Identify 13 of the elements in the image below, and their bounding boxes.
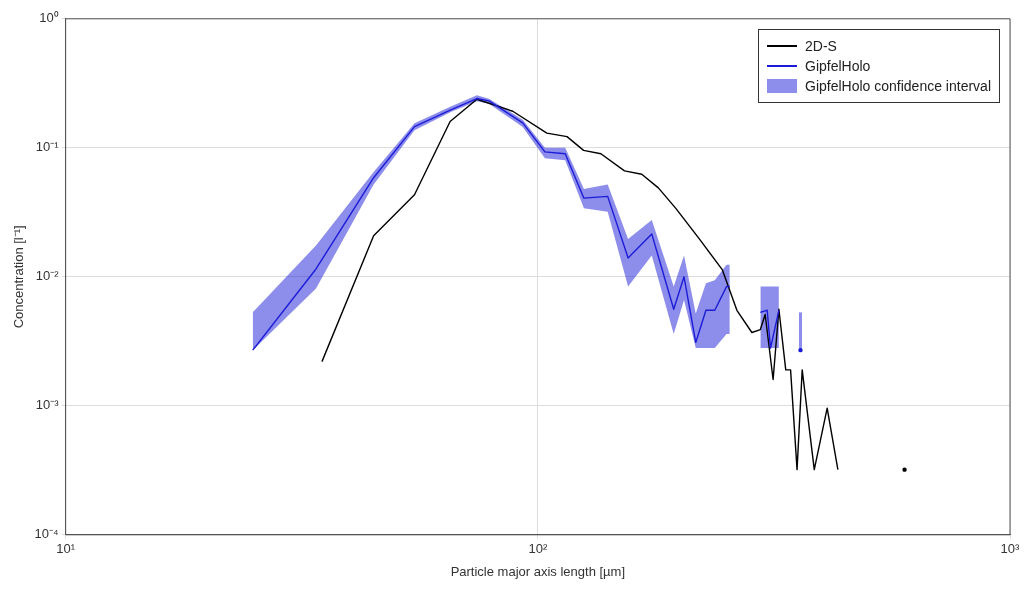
y-tick-label: 10⁰ xyxy=(39,10,59,26)
legend-label: GipfelHolo xyxy=(805,56,871,76)
y-axis-title: Concentration [l⁻¹] xyxy=(11,225,27,329)
legend-label: 2D-S xyxy=(805,36,837,56)
x-tick-label: 10³ xyxy=(1000,541,1021,557)
x-axis-title: Particle major axis length [µm] xyxy=(450,563,626,579)
y-tick-label: 10⁻³ xyxy=(35,397,60,413)
x-tick-label: 10² xyxy=(528,541,548,557)
y-tick-label: 10⁻² xyxy=(35,268,60,284)
y-tick-label: 10⁻¹ xyxy=(35,139,60,155)
annotation: GipfelHolo confidence interval xyxy=(805,76,991,96)
x-tick-label: 10¹ xyxy=(56,541,76,557)
y-tick-label: 10⁻⁴ xyxy=(34,526,59,542)
